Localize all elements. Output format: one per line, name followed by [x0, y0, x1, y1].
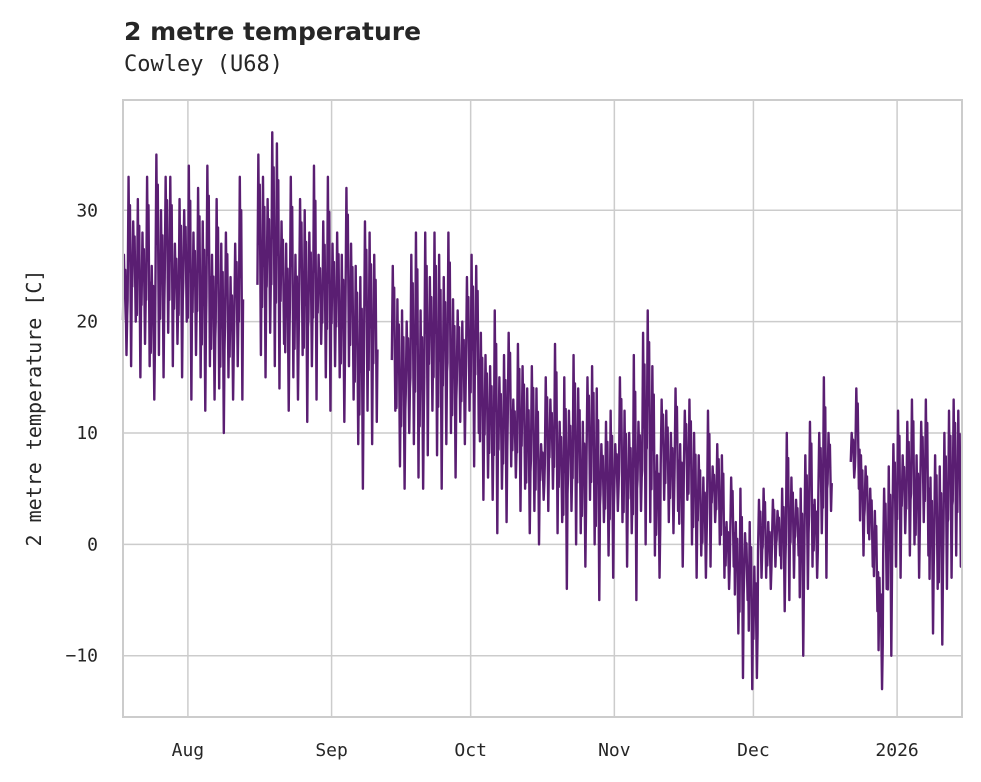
- tick-labels: −10 0 10 20 30 Aug Sep Oct Nov Dec 2026: [65, 200, 918, 761]
- y-tick-label: 30: [76, 200, 98, 221]
- series-lines: [121, 131, 963, 691]
- x-tick-label: 2026: [875, 740, 918, 761]
- y-tick-label: 10: [76, 423, 98, 444]
- x-tick-label: Sep: [315, 740, 348, 761]
- gridlines: [123, 100, 962, 717]
- temperature-line-segment: [849, 387, 963, 691]
- temperature-line-segment: [390, 231, 833, 691]
- y-tick-label: −10: [65, 646, 98, 667]
- plot-frame: [122, 99, 963, 718]
- x-tick-label: Aug: [172, 740, 205, 761]
- x-tick-label: Nov: [598, 740, 631, 761]
- temperature-line-segment: [256, 131, 379, 490]
- temperature-line-segment: [121, 153, 245, 435]
- y-tick-label: 0: [87, 534, 98, 555]
- y-tick-label: 20: [76, 312, 98, 333]
- x-tick-label: Oct: [454, 740, 487, 761]
- x-tick-label: Dec: [737, 740, 770, 761]
- chart-subtitle: Cowley (U68): [124, 52, 283, 77]
- y-axis-label: 2 metre temperature [C]: [22, 270, 46, 547]
- chart-title: 2 metre temperature: [124, 17, 422, 46]
